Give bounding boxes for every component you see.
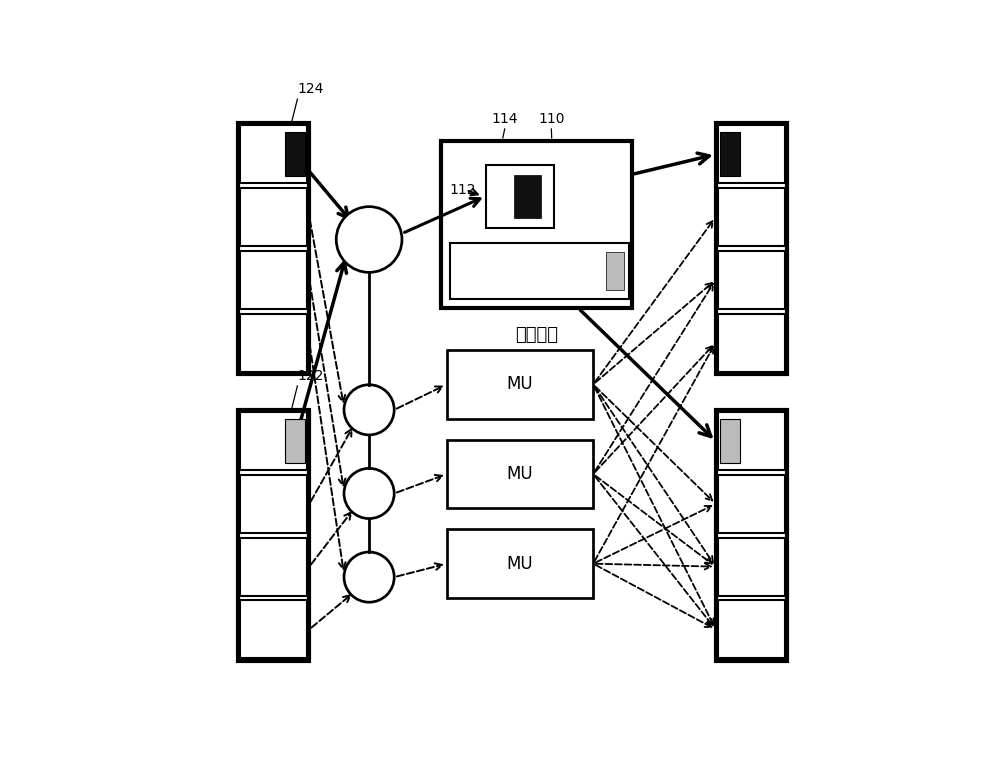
Bar	[240, 538, 307, 596]
Text: 存储管理: 存储管理	[515, 326, 558, 344]
Bar	[240, 412, 307, 470]
Circle shape	[344, 385, 394, 435]
Text: MU: MU	[507, 465, 533, 483]
Text: 110: 110	[538, 112, 565, 126]
Bar	[441, 141, 632, 308]
Text: 122: 122	[297, 369, 324, 383]
Bar	[447, 440, 593, 508]
Text: 114: 114	[491, 112, 518, 126]
Bar	[718, 475, 785, 533]
Bar	[240, 475, 307, 533]
Bar	[447, 529, 593, 598]
Bar	[285, 419, 305, 463]
Bar	[486, 165, 554, 227]
Bar	[718, 412, 785, 470]
Bar	[720, 133, 740, 176]
Circle shape	[344, 552, 394, 602]
Bar	[514, 175, 541, 217]
Bar	[716, 123, 787, 374]
Bar	[718, 538, 785, 596]
Bar	[718, 251, 785, 309]
Bar	[720, 419, 740, 463]
Bar	[718, 188, 785, 246]
Circle shape	[336, 206, 402, 272]
Text: MU: MU	[507, 376, 533, 393]
Bar	[447, 350, 593, 419]
Bar	[240, 188, 307, 246]
Bar	[238, 410, 309, 661]
Bar	[238, 123, 309, 374]
Text: 124: 124	[297, 82, 324, 96]
Text: MU: MU	[507, 555, 533, 573]
Bar	[606, 251, 624, 290]
Circle shape	[344, 469, 394, 518]
Bar	[240, 251, 307, 309]
Bar	[240, 314, 307, 372]
Text: 112: 112	[450, 183, 476, 197]
Bar	[450, 242, 629, 300]
Bar	[240, 601, 307, 658]
Bar	[718, 314, 785, 372]
Bar	[716, 410, 787, 661]
Bar	[285, 133, 305, 176]
Bar	[718, 126, 785, 183]
Bar	[718, 601, 785, 658]
Bar	[240, 126, 307, 183]
